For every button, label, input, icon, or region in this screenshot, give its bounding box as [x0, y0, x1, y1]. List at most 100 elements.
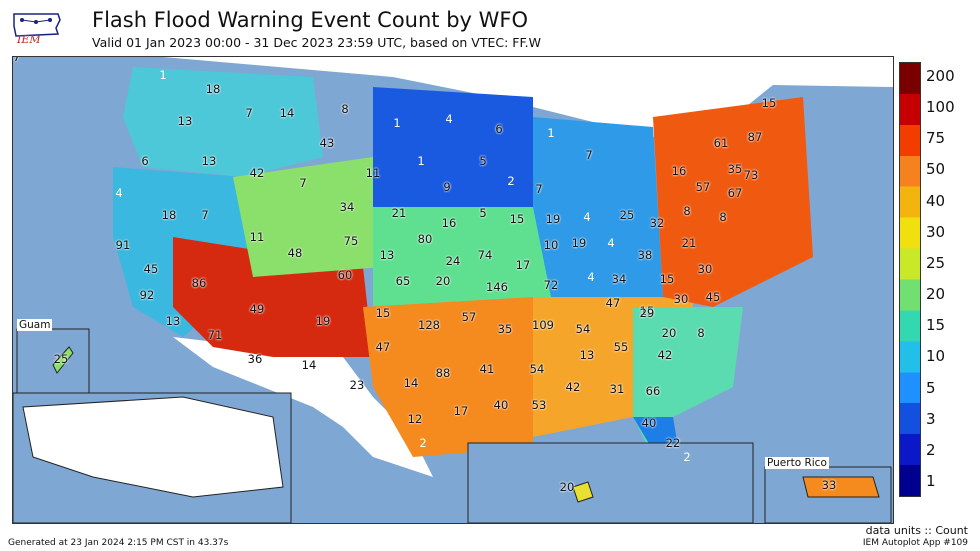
wfo-count-label: 6 — [495, 122, 503, 136]
wfo-count-label: 4 — [583, 210, 591, 224]
wfo-count-label: 67 — [727, 186, 743, 200]
wfo-count-label: 73 — [743, 168, 759, 182]
wfo-count-label: 72 — [543, 278, 559, 292]
guam-inset-label: Guam — [17, 319, 53, 331]
colorbar-tick: 200 — [926, 67, 955, 85]
colorbar-tick: 20 — [926, 285, 946, 304]
wfo-count-label: 66 — [645, 384, 661, 398]
colorbar-tick: 10 — [926, 347, 946, 366]
wfo-count-label: 47 — [375, 340, 391, 354]
colorbar-tick: 3 — [926, 409, 936, 428]
wfo-count-label: 92 — [139, 288, 155, 302]
wfo-count-label: 2 — [419, 436, 427, 450]
wfo-count-label: 80 — [417, 232, 433, 246]
wfo-count-label: 5 — [479, 154, 487, 168]
wfo-count-label: 54 — [575, 322, 591, 336]
wfo-count-label: 47 — [605, 296, 621, 310]
map-svg — [13, 57, 893, 523]
logo-text: IEM — [17, 33, 41, 46]
page-subtitle: Valid 01 Jan 2023 00:00 - 31 Dec 2023 23… — [92, 35, 541, 50]
wfo-count-label: 20 — [435, 274, 451, 288]
wfo-count-label: 57 — [695, 180, 711, 194]
wfo-count-label: 4 — [607, 236, 615, 250]
wfo-count-label: 2 — [507, 174, 515, 188]
wfo-count-label: 7 — [535, 182, 543, 196]
wfo-count-label: 55 — [613, 340, 629, 354]
colorbar-tick: 100 — [926, 98, 955, 117]
wfo-count-label: 20 — [661, 326, 677, 340]
iem-logo — [13, 13, 61, 37]
wfo-count-label: 53 — [531, 398, 547, 412]
wfo-count-label: 45 — [143, 262, 159, 276]
wfo-count-label: 32 — [649, 216, 665, 230]
page-title: Flash Flood Warning Event Count by WFO — [92, 8, 529, 32]
wfo-count-label: 11 — [249, 230, 265, 244]
wfo-count-label: 23 — [349, 378, 365, 392]
wfo-count-label: 14 — [279, 106, 295, 120]
wfo-count-label: 40 — [641, 416, 657, 430]
wfo-count-label: 1 — [159, 68, 167, 82]
wfo-count-label: 7 — [585, 148, 593, 162]
colorbar-tick: 50 — [926, 160, 946, 179]
wfo-count-label: 13 — [165, 314, 181, 328]
wfo-count-label: 35 — [497, 322, 513, 336]
wfo-count-label: 14 — [403, 376, 419, 390]
wfo-count-label: 15 — [375, 306, 391, 320]
wfo-count-label: 67 — [12, 56, 21, 64]
wfo-count-label: 4 — [445, 112, 453, 126]
wfo-count-label: 25 — [619, 208, 635, 222]
wfo-count-label: 15 — [761, 96, 777, 110]
wfo-count-label: 7 — [299, 176, 307, 190]
wfo-count-label: 60 — [337, 268, 353, 282]
colorbar-tick: 30 — [926, 222, 946, 241]
colorbar-tick: 1 — [926, 472, 936, 490]
wfo-count-label: 34 — [611, 272, 627, 286]
wfo-count-label: 15 — [509, 212, 525, 226]
wfo-count-label: 65 — [395, 274, 411, 288]
wfo-count-label: 6 — [141, 154, 149, 168]
wfo-count-label: 25 — [53, 352, 69, 366]
generated-note: Generated at 23 Jan 2024 2:15 PM CST in … — [8, 538, 229, 548]
app-note: IEM Autoplot App #109 — [862, 538, 968, 548]
wfo-count-label: 13 — [379, 248, 395, 262]
wfo-count-label: 35 — [727, 162, 743, 176]
wfo-count-label: 1 — [417, 154, 425, 168]
wfo-count-label: 109 — [532, 318, 554, 332]
wfo-count-label: 9 — [443, 180, 451, 194]
wfo-count-label: 14 — [301, 358, 317, 372]
wfo-count-label: 13 — [201, 154, 217, 168]
wfo-count-label: 8 — [341, 102, 349, 116]
wfo-count-label: 18 — [161, 208, 177, 222]
colorbar-tick: 75 — [926, 129, 946, 148]
colorbar-tick: 15 — [926, 316, 946, 335]
puerto-rico-inset-label: Puerto Rico — [765, 457, 829, 469]
wfo-count-label: 128 — [418, 318, 440, 332]
wfo-count-label: 20 — [559, 480, 575, 494]
wfo-count-label: 1 — [547, 126, 555, 140]
colorbar-tick: 5 — [926, 378, 936, 397]
wfo-count-label: 7 — [201, 208, 209, 222]
wfo-count-label: 45 — [705, 290, 721, 304]
wfo-count-label: 12 — [407, 412, 423, 426]
wfo-count-label: 43 — [319, 136, 335, 150]
us-northeast — [653, 97, 813, 307]
wfo-count-label: 33 — [821, 478, 837, 492]
wfo-count-label: 42 — [657, 348, 673, 362]
wfo-count-label: 61 — [713, 136, 729, 150]
wfo-count-label: 19 — [571, 236, 587, 250]
wfo-count-label: 57 — [461, 310, 477, 324]
wfo-count-label: 16 — [671, 164, 687, 178]
wfo-count-label: 10 — [543, 238, 559, 252]
us-plains-north — [373, 87, 533, 207]
colorbar-tick: 40 — [926, 191, 946, 210]
wfo-count-label: 42 — [249, 166, 265, 180]
map-panel: Guam Puerto Rico 1 18 13 7 14 8 1 4 6 1 15 61 87 43 6 1… — [12, 56, 894, 524]
wfo-count-label: 86 — [191, 276, 207, 290]
wfo-count-label: 13 — [579, 348, 595, 362]
wfo-count-label: 91 — [115, 238, 131, 252]
wfo-count-label: 19 — [315, 314, 331, 328]
colorbar-tick: 25 — [926, 253, 946, 272]
colorbar-tick: 2 — [926, 440, 936, 459]
colorbar — [899, 62, 921, 497]
wfo-count-label: 8 — [719, 210, 727, 224]
